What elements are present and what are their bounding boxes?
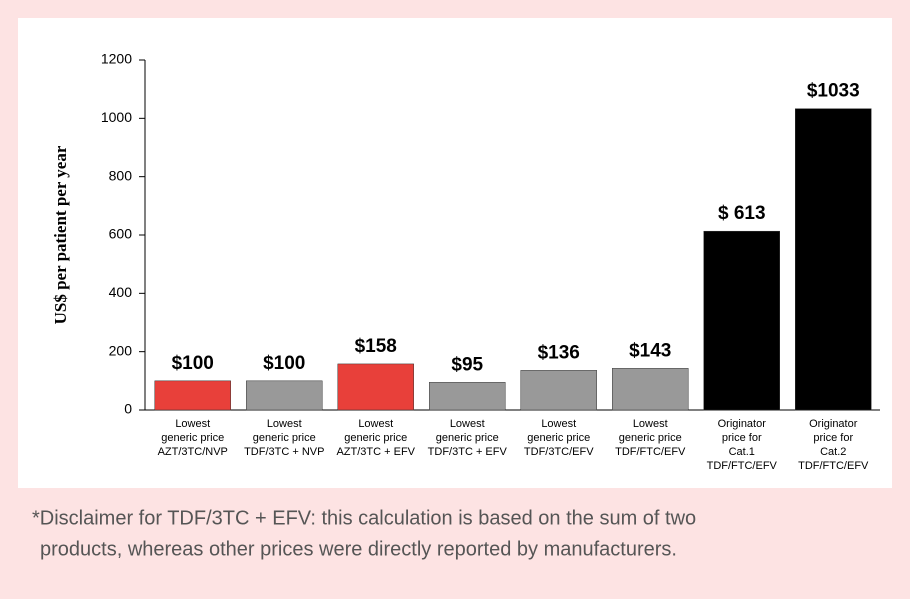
x-tick-label: Lowest: [267, 418, 302, 430]
x-tick-label: Lowest: [633, 418, 668, 430]
y-tick-label: 200: [109, 342, 133, 358]
x-tick-label: generic price: [436, 432, 499, 444]
x-tick-label: price for: [722, 432, 762, 444]
value-label: $158: [355, 336, 397, 357]
x-tick-label: Lowest: [541, 418, 576, 430]
bar: [703, 230, 780, 411]
x-tick-label: generic price: [161, 432, 224, 444]
x-tick-label: TDF/3TC + EFV: [428, 446, 508, 458]
value-label: $143: [629, 340, 671, 361]
x-tick-label: generic price: [253, 432, 316, 444]
x-tick-label: TDF/FTC/EFV: [798, 460, 869, 472]
y-tick-label: 0: [124, 401, 132, 417]
x-tick-label: Lowest: [175, 418, 210, 430]
bar: [612, 368, 689, 411]
disclaimer: *Disclaimer for TDF/3TC + EFV: this calc…: [32, 507, 696, 529]
bar: [337, 363, 414, 411]
bar: [246, 380, 323, 411]
x-tick-label: Cat.2: [820, 446, 846, 458]
x-tick-label: Originator: [809, 418, 858, 430]
x-tick-label: price for: [813, 432, 853, 444]
y-axis-label: US$ per patient per year: [51, 145, 70, 324]
value-label: $1033: [807, 81, 860, 102]
x-tick-label: Lowest: [358, 418, 393, 430]
value-label: $100: [172, 353, 214, 374]
value-label: $95: [451, 354, 483, 375]
value-label: $100: [263, 353, 305, 374]
x-tick-label: TDF/FTC/EFV: [707, 460, 778, 472]
bar: [520, 370, 597, 411]
x-tick-label: AZT/3TC + EFV: [336, 446, 415, 458]
x-tick-label: generic price: [527, 432, 590, 444]
x-tick-label: AZT/3TC/NVP: [158, 446, 228, 458]
disclaimer: products, whereas other prices were dire…: [40, 538, 677, 560]
bar: [154, 380, 231, 411]
x-tick-label: TDF/3TC/EFV: [524, 446, 594, 458]
y-tick-label: 1000: [101, 109, 132, 125]
x-tick-label: Originator: [718, 418, 767, 430]
x-tick-label: TDF/FTC/EFV: [615, 446, 686, 458]
value-label: $ 613: [718, 203, 766, 224]
y-tick-label: 800: [109, 167, 133, 183]
x-tick-label: generic price: [619, 432, 682, 444]
x-tick-label: Lowest: [450, 418, 485, 430]
x-tick-label: TDF/3TC + NVP: [244, 446, 324, 458]
y-tick-label: 1200: [101, 51, 132, 67]
y-tick-label: 600: [109, 226, 133, 242]
bar: [429, 382, 506, 411]
value-label: $136: [538, 342, 580, 363]
x-tick-label: generic price: [344, 432, 407, 444]
bar: [795, 108, 872, 411]
y-tick-label: 400: [109, 284, 133, 300]
x-tick-label: Cat.1: [729, 446, 755, 458]
